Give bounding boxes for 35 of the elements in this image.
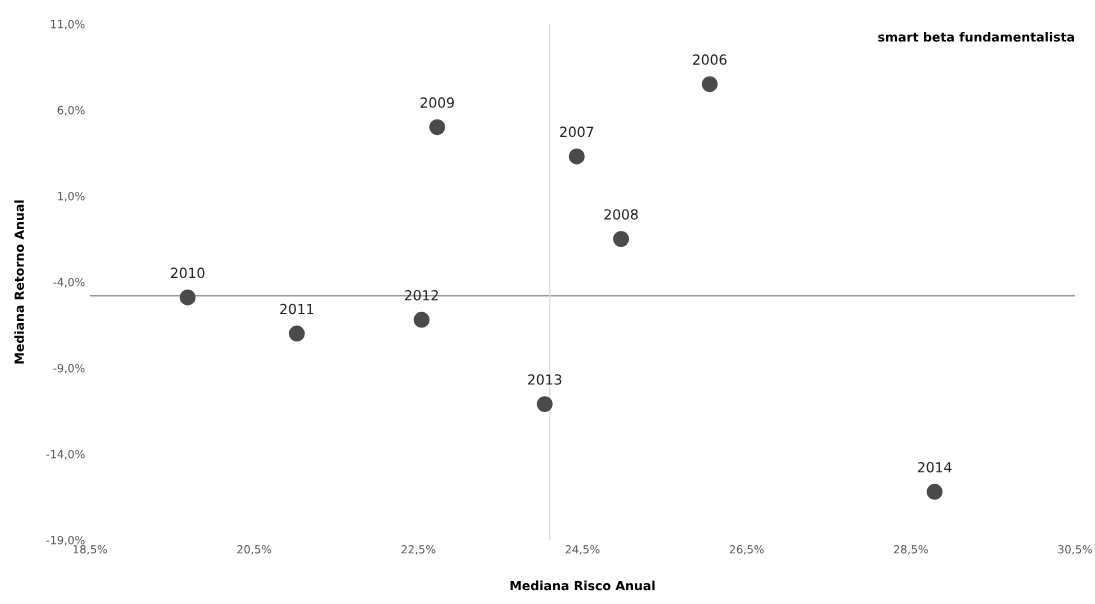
point xyxy=(701,76,718,93)
point xyxy=(536,396,553,413)
x-tick-label: 30,5% xyxy=(1058,545,1093,555)
point xyxy=(288,325,305,342)
annotation: 2012 xyxy=(404,289,438,301)
annotation: 2009 xyxy=(420,97,454,108)
point xyxy=(179,289,196,306)
x-tick-label: 20,5% xyxy=(237,545,272,555)
annotation: 2011 xyxy=(280,303,314,315)
point xyxy=(613,231,630,247)
y-axis-title: Mediana Retorno Anual xyxy=(14,200,24,364)
point xyxy=(568,148,585,165)
x-tick-label: 28,5% xyxy=(894,545,928,555)
annotation: 2010 xyxy=(171,267,205,279)
point xyxy=(413,311,430,328)
y-tick-label: 11,0% xyxy=(51,19,85,30)
x-axis-title: Mediana Risco Anual xyxy=(510,580,655,591)
annotation: 2013 xyxy=(528,374,562,385)
text: smart beta fundamentalista xyxy=(878,31,1075,42)
annotation: 2014 xyxy=(917,461,952,473)
x-tick-label: 24,5% xyxy=(565,545,600,555)
y-tick-label: -9,0% xyxy=(53,363,85,374)
annotation: 2006 xyxy=(693,54,727,65)
point xyxy=(926,483,943,500)
point xyxy=(429,119,446,136)
annotation: 2007 xyxy=(560,126,594,138)
x-tick-label: 22,5% xyxy=(401,545,436,555)
y-tick-label: 1,0% xyxy=(58,191,85,202)
y-tick-label: 6,0% xyxy=(57,105,85,116)
x-tick-label: 18,5% xyxy=(73,545,108,555)
y-tick-label: -4,0% xyxy=(53,277,85,288)
y-tick-label: -14,0% xyxy=(46,449,85,460)
annotation: 2008 xyxy=(604,209,638,220)
x-tick-label: 26,5% xyxy=(729,545,764,555)
y-tick-label: -19,0% xyxy=(46,535,85,546)
